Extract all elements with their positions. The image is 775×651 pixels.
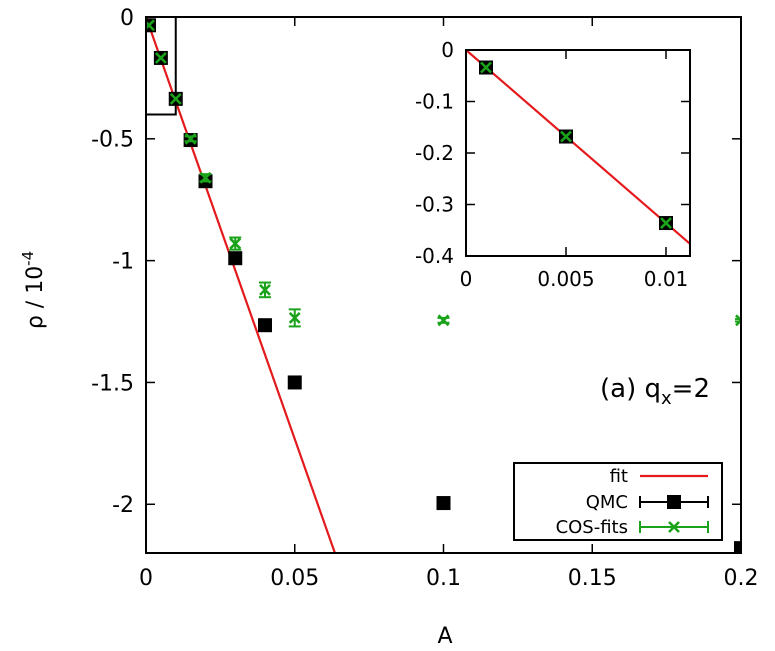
main-x-tick-label: 0.1: [426, 566, 461, 591]
main-cos-fits-point: [154, 52, 167, 64]
main-zoom-region: [146, 17, 177, 116]
main-frame: [145, 16, 742, 554]
main-y-tick-label: -0.5: [91, 128, 134, 153]
inset-y-tick-label: -0.3: [415, 193, 454, 217]
panel-annotation: (a) qx=2: [600, 374, 710, 409]
legend-key-qmc-marker: [667, 495, 681, 509]
y-axis-label: ρ / 10-4: [19, 251, 48, 329]
main-qmc-point: [228, 251, 243, 266]
inset-x-tick-label: 0.005: [537, 267, 594, 291]
annotation-subscript: x: [661, 388, 672, 409]
main-y-tick-label: 0: [120, 6, 134, 31]
main-plot: 0 0.05 0.1 0.15 0.2 0 -0.5 -1 -1.5 -2: [91, 6, 758, 591]
main-cos-fits-point: [288, 311, 301, 324]
inset-cos-fits-point: [660, 217, 672, 229]
main-cos-fits-point: [146, 19, 155, 32]
inset-x-tick-label: 0.01: [644, 267, 689, 291]
main-cos-fits-point: [199, 171, 212, 184]
main-x-tick-label: 0: [139, 566, 153, 591]
inset-frame: [465, 49, 691, 257]
main-x-tick-label: 0.05: [270, 566, 319, 591]
main-qmc-point: [146, 18, 156, 33]
main-qmc-point: [436, 496, 451, 511]
main-fit-line: [146, 17, 336, 553]
inset-fit-line: [466, 50, 690, 245]
inset-y-tick-label: -0.1: [415, 90, 454, 114]
inset-cos-fits-point: [480, 61, 492, 74]
main-x-tick-label: 0.15: [568, 566, 617, 591]
legend-keys: [639, 474, 709, 533]
annotation-suffix: =2: [672, 374, 710, 404]
inset-y-tick-label: 0: [441, 38, 454, 62]
legend-label-qmc: QMC: [586, 492, 628, 513]
main-cos-fits-point: [437, 314, 450, 327]
inset-background: [466, 50, 690, 256]
inset-y-tick-label: -0.4: [415, 244, 454, 268]
annotation-prefix: (a) q: [600, 374, 661, 404]
inset-plot: 0 0.005 0.01 0 -0.1 -0.2 -0.3 -0.4: [415, 38, 691, 291]
main-y-tick-label: -1.5: [91, 371, 134, 396]
y-axis-label-exponent: -4: [19, 251, 37, 266]
legend-key-cos-fits-marker: [668, 521, 680, 533]
main-y-tick-label: -2: [112, 493, 134, 518]
y-axis-label-base: ρ / 10: [23, 266, 48, 329]
x-axis-label: A: [437, 624, 452, 649]
main-cos-fits-point: [259, 283, 271, 296]
main-cos-fits-point: [169, 92, 182, 105]
main-data: [146, 17, 741, 553]
main-qmc-point: [734, 541, 741, 553]
main-y-tick-label: -1: [112, 250, 134, 275]
main-qmc-point: [258, 318, 272, 333]
main-cos-fits-point: [229, 237, 242, 250]
inset-data: [466, 50, 690, 245]
inset-y-tick-label: -0.2: [415, 141, 454, 165]
inset-x-tick-label: 0: [460, 267, 473, 291]
legend-label-fit: fit: [610, 466, 628, 487]
main-cos-fits-point: [735, 314, 741, 327]
main-qmc-point: [287, 375, 302, 390]
inset-cos-fits-point: [560, 130, 572, 143]
legend-label-cos-fits: COS-fits: [556, 517, 628, 538]
main-x-tick-label: 0.2: [724, 566, 759, 591]
legend: fit QMC COS-fits: [513, 462, 723, 541]
main-cos-fits-point: [184, 132, 197, 145]
